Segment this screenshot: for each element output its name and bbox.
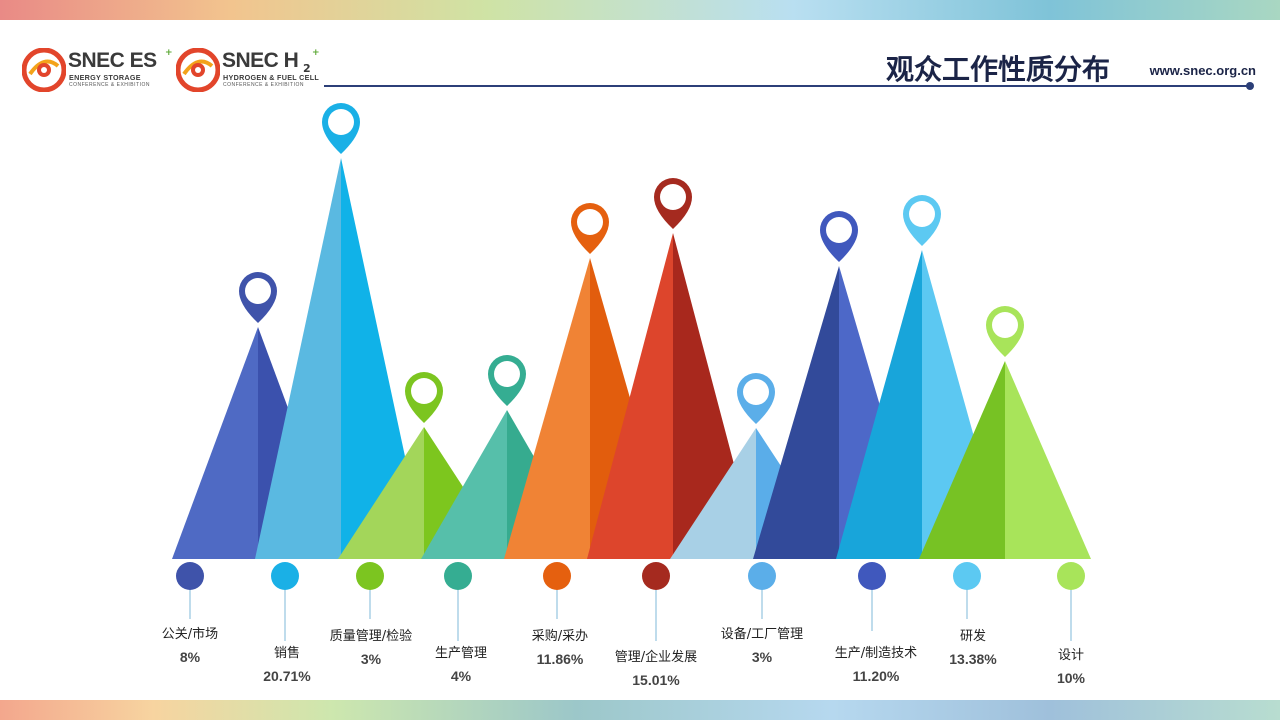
- header-rule-dot: [1246, 82, 1254, 90]
- pin-hole: [992, 312, 1018, 338]
- category-dot: [271, 562, 299, 590]
- pin-hole: [245, 278, 271, 304]
- snec-h2-logo-mark: [176, 48, 220, 92]
- value-label: 8%: [179, 649, 201, 665]
- top-decorative-band: [0, 0, 1280, 20]
- snec-h2-logo-line2: CONFERENCE & EXHIBITION: [223, 82, 304, 88]
- snec-h2-logo: SNEC H 2 + HYDROGEN & FUEL CELL CONFEREN…: [176, 46, 326, 92]
- value-label: 4%: [450, 668, 472, 684]
- snec-h2-logo-superscript: +: [312, 48, 320, 58]
- bottom-decorative-band: [0, 700, 1280, 720]
- category-label: 研发: [959, 629, 986, 644]
- value-label: 10%: [1056, 670, 1086, 686]
- map-pin-icon: [488, 355, 526, 406]
- category-dot: [953, 562, 981, 590]
- category-dot: [1057, 562, 1085, 590]
- value-label: 3%: [360, 651, 382, 667]
- value-label: 11.20%: [852, 668, 900, 684]
- snec-es-logo-mark: [22, 48, 66, 92]
- category-dot: [543, 562, 571, 590]
- pins-layer: [239, 103, 1024, 424]
- pin-hole: [743, 379, 769, 405]
- category-label: 公关/市场: [161, 627, 219, 642]
- pin-hole: [909, 201, 935, 227]
- peak-left-face: [587, 233, 673, 559]
- peaks-layer: [172, 158, 1091, 559]
- pin-hole: [660, 184, 686, 210]
- category-label: 生产管理: [434, 646, 487, 661]
- peak-right-face: [1005, 361, 1091, 559]
- peak-left-face: [836, 250, 922, 559]
- pin-hole: [328, 109, 354, 135]
- value-label: 13.38%: [949, 651, 997, 667]
- snec-es-logo-line2: CONFERENCE & EXHIBITION: [69, 82, 150, 88]
- map-pin-icon: [903, 195, 941, 246]
- snec-h2-logo-subscript: 2: [303, 62, 311, 75]
- peak-left-face: [421, 410, 507, 559]
- category-dot: [858, 562, 886, 590]
- category-label: 管理/企业发展: [614, 650, 698, 665]
- category-label: 生产/制造技术: [834, 646, 918, 661]
- peak-left-face: [919, 361, 1005, 559]
- category-label: 设计: [1057, 648, 1084, 663]
- snec-es-logo-superscript: +: [165, 48, 173, 58]
- peak-left-face: [338, 427, 424, 559]
- snec-es-logo-name: SNEC ES: [68, 49, 157, 72]
- map-pin-icon: [820, 211, 858, 262]
- peak-left-face: [255, 158, 341, 559]
- peak-left-face: [753, 266, 839, 559]
- category-label: 设备/工厂管理: [720, 627, 804, 642]
- category-dot: [356, 562, 384, 590]
- category-dot: [176, 562, 204, 590]
- snec-es-logo-line1: ENERGY STORAGE: [69, 73, 141, 82]
- chart-peak-10: [919, 361, 1091, 559]
- website-url[interactable]: www.snec.org.cn: [1149, 63, 1256, 78]
- peak-left-face: [504, 258, 590, 559]
- snec-es-logo: SNEC ES + ENERGY STORAGE CONFERENCE & EX…: [22, 46, 173, 92]
- category-label: 质量管理/检验: [329, 629, 413, 644]
- value-label: 15.01%: [632, 672, 680, 688]
- map-pin-icon: [571, 203, 609, 254]
- snec-h2-logo-line1: HYDROGEN & FUEL CELL: [223, 73, 320, 82]
- category-dot: [748, 562, 776, 590]
- value-label: 11.86%: [536, 651, 584, 667]
- map-pin-icon: [737, 373, 775, 424]
- category-label: 销售: [273, 646, 300, 661]
- map-pin-icon: [654, 178, 692, 229]
- map-pin-icon: [239, 272, 277, 323]
- category-dot: [444, 562, 472, 590]
- value-label: 3%: [751, 649, 773, 665]
- snec-h2-logo-name: SNEC H: [222, 49, 299, 72]
- pin-hole: [826, 217, 852, 243]
- map-pin-icon: [986, 306, 1024, 357]
- pin-hole: [411, 378, 437, 404]
- map-pin-icon: [405, 372, 443, 423]
- peak-left-face: [172, 327, 258, 559]
- category-dot: [642, 562, 670, 590]
- peak-left-face: [670, 428, 756, 559]
- pin-hole: [494, 361, 520, 387]
- page-title: 观众工作性质分布: [885, 53, 1110, 86]
- category-label: 采购/采办: [531, 629, 589, 644]
- pin-hole: [577, 209, 603, 235]
- value-label: 20.71%: [263, 668, 311, 684]
- header-rule: [324, 85, 1250, 87]
- map-pin-icon: [322, 103, 360, 154]
